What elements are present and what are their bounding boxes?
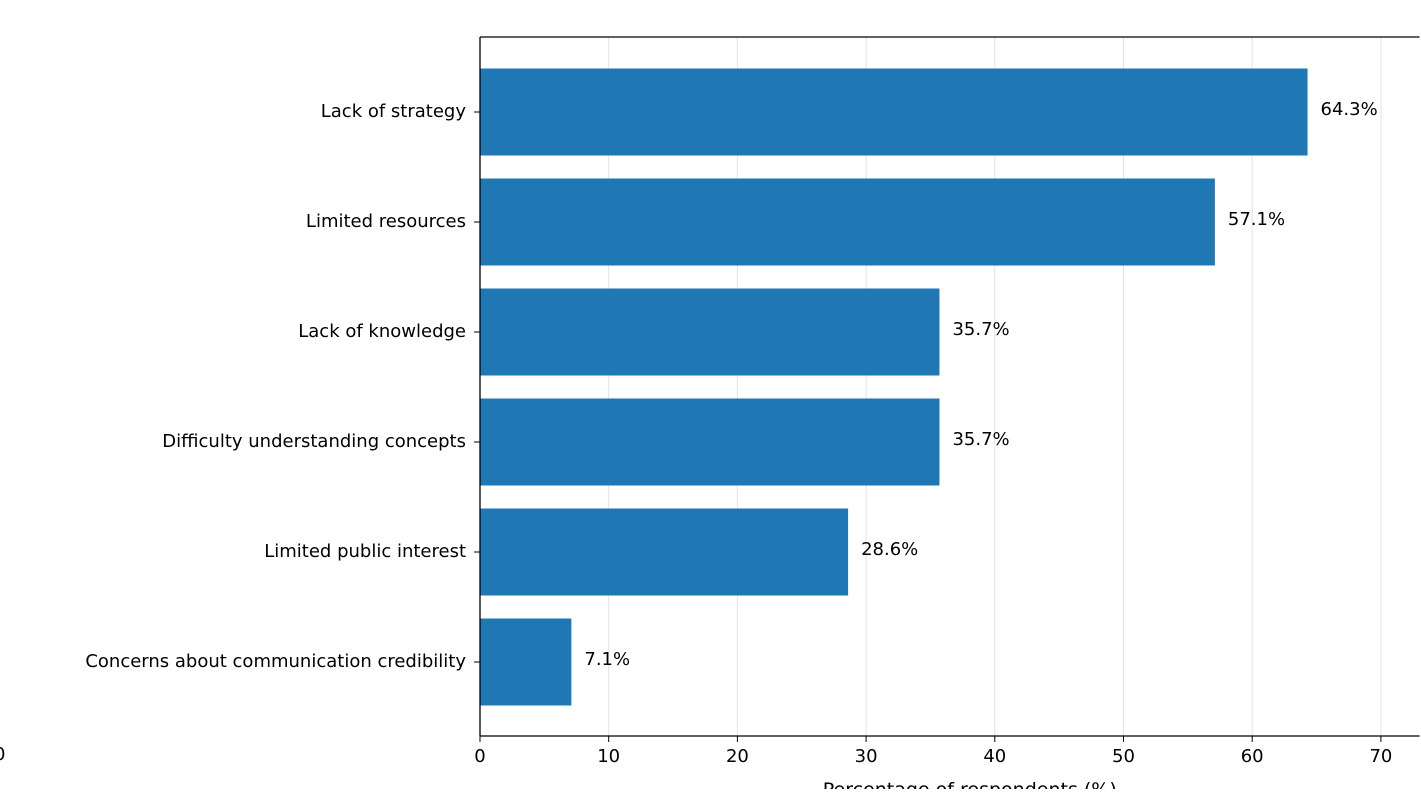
- stray-tick-label: 0: [0, 744, 5, 765]
- bar: [480, 178, 1215, 266]
- x-tick-label: 70: [1369, 746, 1392, 767]
- bar: [480, 288, 940, 376]
- data-label: 64.3%: [1321, 99, 1378, 120]
- x-tick-label: 30: [855, 746, 878, 767]
- x-tick-labels: 0 10 20 30 40 50 60 70: [474, 736, 1392, 767]
- data-label: 28.6%: [861, 539, 918, 560]
- bar: [480, 398, 940, 486]
- y-tick-label: Difficulty understanding concepts: [162, 431, 466, 452]
- y-tick-label: Concerns about communication credibility: [85, 651, 466, 672]
- x-axis-label: Percentage of respondents (%): [823, 779, 1117, 789]
- x-tick-label: 60: [1241, 746, 1264, 767]
- y-tick-label: Lack of knowledge: [298, 321, 466, 342]
- bar: [480, 68, 1308, 156]
- bars: [480, 68, 1308, 706]
- bar: [480, 618, 572, 706]
- y-tick-labels: Lack of strategy Limited resources Lack of…: [85, 101, 480, 672]
- data-label: 35.7%: [952, 429, 1009, 450]
- x-tick-label: 50: [1112, 746, 1135, 767]
- x-tick-label: 10: [597, 746, 620, 767]
- x-tick-label: 40: [983, 746, 1006, 767]
- data-label: 57.1%: [1228, 209, 1285, 230]
- data-labels: 64.3% 57.1% 35.7% 35.7% 28.6% 7.1%: [584, 99, 1377, 670]
- x-tick-label: 0: [474, 746, 485, 767]
- y-tick-label: Limited resources: [306, 211, 466, 232]
- data-label: 35.7%: [952, 319, 1009, 340]
- y-tick-label: Limited public interest: [264, 541, 466, 562]
- axes: [479, 36, 1420, 737]
- bar: [480, 508, 849, 596]
- x-tick-label: 20: [726, 746, 749, 767]
- data-label: 7.1%: [584, 649, 630, 670]
- y-tick-label: Lack of strategy: [321, 101, 467, 122]
